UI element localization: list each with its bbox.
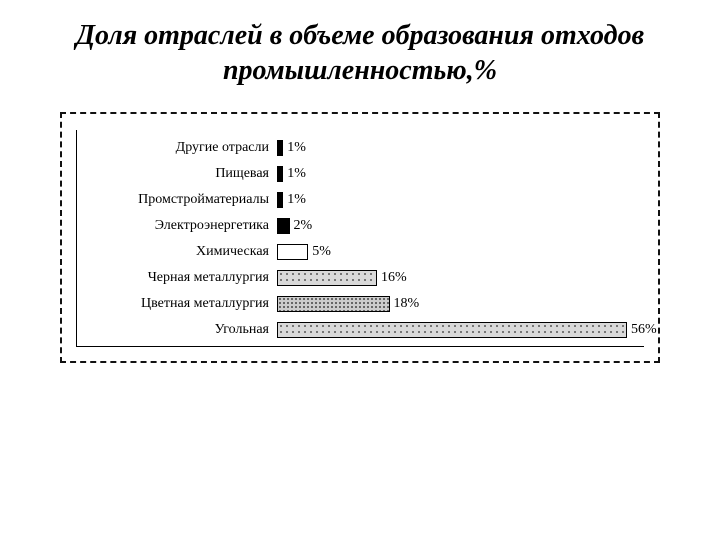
chart-row: Пищевая 1% bbox=[77, 162, 644, 186]
bar bbox=[277, 192, 283, 208]
chart-row: Химическая 5% bbox=[77, 240, 644, 264]
bar bbox=[277, 166, 283, 182]
chart-row: Электроэнергетика 2% bbox=[77, 214, 644, 238]
bar-area: 1% bbox=[277, 140, 644, 156]
bar bbox=[277, 322, 627, 338]
chart-row: Цветная металлургия 18% bbox=[77, 292, 644, 316]
bar-area: 5% bbox=[277, 244, 644, 260]
slide-title: Доля отраслей в объеме образования отход… bbox=[40, 18, 680, 88]
value-label: 16% bbox=[381, 270, 407, 286]
chart-frame: Другие отрасли1%Пищевая1%Промстройматери… bbox=[60, 112, 660, 363]
category-label: Черная металлургия bbox=[77, 270, 277, 286]
bar-area: 2% bbox=[277, 218, 644, 234]
bar-chart: Другие отрасли1%Пищевая1%Промстройматери… bbox=[76, 130, 644, 347]
bar bbox=[277, 140, 283, 156]
bar bbox=[277, 244, 308, 260]
category-label: Химическая bbox=[77, 244, 277, 260]
bar bbox=[277, 270, 377, 286]
value-label: 18% bbox=[394, 296, 420, 312]
bar bbox=[277, 296, 390, 312]
category-label: Промстройматериалы bbox=[77, 192, 277, 208]
bar-area: 56% bbox=[277, 322, 657, 338]
chart-row: Другие отрасли 1% bbox=[77, 136, 644, 160]
value-label: 56% bbox=[631, 322, 657, 338]
category-label: Угольная bbox=[77, 322, 277, 338]
value-label: 1% bbox=[287, 140, 306, 156]
chart-row: Черная металлургия 16% bbox=[77, 266, 644, 290]
slide: Доля отраслей в объеме образования отход… bbox=[0, 0, 720, 540]
category-label: Цветная металлургия bbox=[77, 296, 277, 312]
category-label: Электроэнергетика bbox=[77, 218, 277, 234]
value-label: 1% bbox=[287, 166, 306, 182]
bar-area: 1% bbox=[277, 192, 644, 208]
bar bbox=[277, 218, 290, 234]
bar-area: 1% bbox=[277, 166, 644, 182]
value-label: 2% bbox=[294, 218, 313, 234]
category-label: Пищевая bbox=[77, 166, 277, 182]
bar-area: 18% bbox=[277, 296, 644, 312]
chart-row: Угольная56% bbox=[77, 318, 644, 342]
category-label: Другие отрасли bbox=[77, 140, 277, 156]
chart-row: Промстройматериалы 1% bbox=[77, 188, 644, 212]
value-label: 1% bbox=[287, 192, 306, 208]
bar-area: 16% bbox=[277, 270, 644, 286]
value-label: 5% bbox=[312, 244, 331, 260]
